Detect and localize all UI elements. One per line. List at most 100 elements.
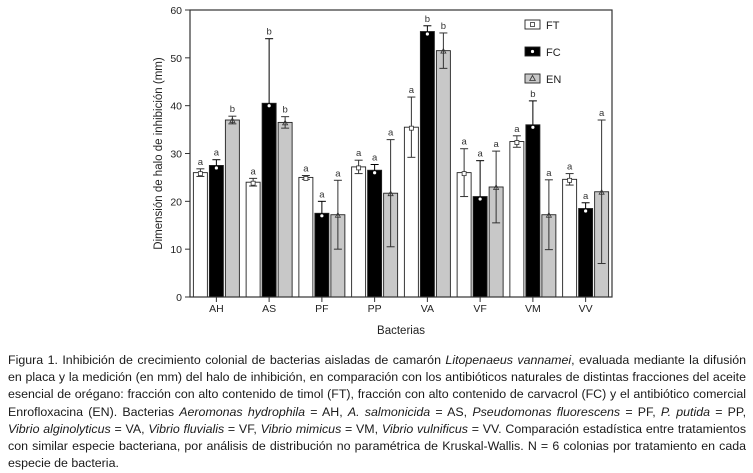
significance-letter: b — [425, 14, 430, 25]
mean-marker — [303, 176, 309, 181]
mean-marker — [598, 188, 605, 195]
y-tick-label: 0 — [176, 292, 182, 304]
caption-species-name: Pseudomonas fluorescens — [472, 404, 621, 419]
x-tick-label: PP — [368, 303, 382, 315]
y-tick-label: 20 — [170, 196, 182, 208]
mean-marker — [408, 125, 414, 131]
bar-en — [435, 50, 451, 298]
x-tick-label: VF — [473, 303, 486, 315]
y-tick-label: 40 — [170, 101, 182, 113]
x-tick-label: VA — [421, 303, 434, 315]
mean-marker — [545, 211, 553, 218]
bar-fc — [208, 165, 224, 298]
bar-ft — [509, 141, 525, 298]
y-tick-label: 50 — [170, 53, 182, 65]
legend-label: FT — [546, 20, 560, 32]
caption-species-name: A. salmonicida — [347, 404, 431, 419]
significance-letter: a — [477, 149, 483, 160]
mean-marker — [334, 211, 342, 218]
caption-text: = PF, — [620, 404, 661, 419]
mean-marker — [267, 104, 271, 108]
bar-fc — [419, 31, 435, 298]
significance-letter: a — [388, 128, 394, 139]
caption-text: = AH, — [305, 404, 348, 419]
caption-species-name: Aeromonas hydrophila — [179, 404, 306, 419]
significance-letter: b — [282, 105, 287, 116]
bar-fc — [314, 212, 330, 298]
mean-marker — [531, 125, 535, 129]
mean-marker — [387, 190, 394, 197]
caption-text: Figura 1. Inhibición de crecimiento colo… — [8, 353, 446, 367]
bar-en — [224, 119, 240, 298]
bar-fc — [525, 124, 541, 298]
caption-species-name: P. putida — [660, 404, 710, 419]
significance-letter: a — [461, 137, 467, 148]
caption-species-name: Vibrio alginolyticus — [8, 421, 111, 436]
significance-letter: b — [230, 104, 235, 115]
legend-swatch-en — [524, 73, 541, 84]
y-axis: 0 10 20 30 40 50 60 — [170, 5, 190, 304]
mean-marker — [425, 32, 429, 36]
figure-caption: Figura 1. Inhibición de crecimiento colo… — [8, 352, 746, 472]
x-tick-label: AH — [209, 303, 224, 315]
y-tick-label: 30 — [170, 149, 182, 161]
significance-letter: a — [214, 148, 220, 159]
mean-marker — [373, 171, 377, 175]
bar-ft — [351, 166, 367, 298]
x-axis-label: Bacterias — [377, 325, 425, 337]
bar-ft — [298, 176, 314, 298]
legend-marker — [530, 49, 535, 54]
x-tick-label: AS — [262, 303, 276, 315]
mean-marker — [492, 184, 500, 190]
significance-letter: a — [409, 85, 415, 96]
significance-letter: b — [266, 27, 271, 38]
x-axis: AH AS PF PP VA VF VM VV — [209, 297, 593, 315]
legend-marker — [530, 22, 535, 27]
significance-letter: a — [372, 153, 378, 164]
caption-species-name: Vibrio fluvialis — [148, 421, 225, 436]
caption-text: = PP, — [709, 404, 747, 419]
mean-marker — [440, 47, 447, 54]
significance-letter: a — [567, 162, 573, 173]
mean-marker — [461, 171, 467, 177]
bar-en — [277, 121, 293, 298]
bar-fc — [578, 208, 594, 298]
significance-letter: a — [493, 139, 499, 150]
caption-text: = VF, — [224, 421, 261, 436]
significance-letter: a — [356, 148, 362, 159]
caption-text: , evaluada mediante la difusión en placa… — [8, 353, 746, 419]
mean-marker — [197, 171, 203, 177]
significance-letter: a — [319, 189, 325, 200]
mean-marker — [567, 177, 573, 183]
mean-marker — [584, 209, 588, 213]
significance-letter: a — [546, 168, 552, 179]
caption-species-name: Vibrio mimicus — [260, 421, 342, 436]
caption-text: = VM, — [341, 421, 382, 436]
significance-letter: b — [441, 21, 446, 32]
x-tick-label: PF — [315, 303, 328, 315]
mean-marker — [281, 119, 289, 126]
significance-letter: a — [514, 124, 520, 135]
significance-letter: a — [599, 108, 605, 119]
significance-letter: a — [583, 191, 589, 202]
x-tick-label: VV — [579, 303, 593, 315]
significance-letter: a — [335, 168, 341, 179]
significance-letter: a — [250, 166, 256, 177]
mean-marker — [214, 166, 218, 170]
bar-ft — [192, 172, 208, 298]
legend: FT FC EN — [524, 19, 561, 86]
mean-marker — [320, 214, 324, 218]
bar-ft — [245, 181, 261, 298]
mean-marker — [250, 180, 256, 186]
caption-species-name: Vibrio vulnificus — [381, 421, 469, 436]
bar-fc — [367, 169, 383, 298]
error-bars-layer — [196, 25, 606, 265]
y-tick-label: 10 — [170, 244, 182, 256]
legend-label: EN — [546, 74, 561, 86]
y-tick-label: 60 — [170, 5, 182, 17]
x-tick-label: VM — [525, 303, 541, 315]
caption-text: = VA, — [110, 421, 149, 436]
caption-text: = AS, — [430, 404, 473, 419]
mean-marker — [356, 165, 362, 171]
